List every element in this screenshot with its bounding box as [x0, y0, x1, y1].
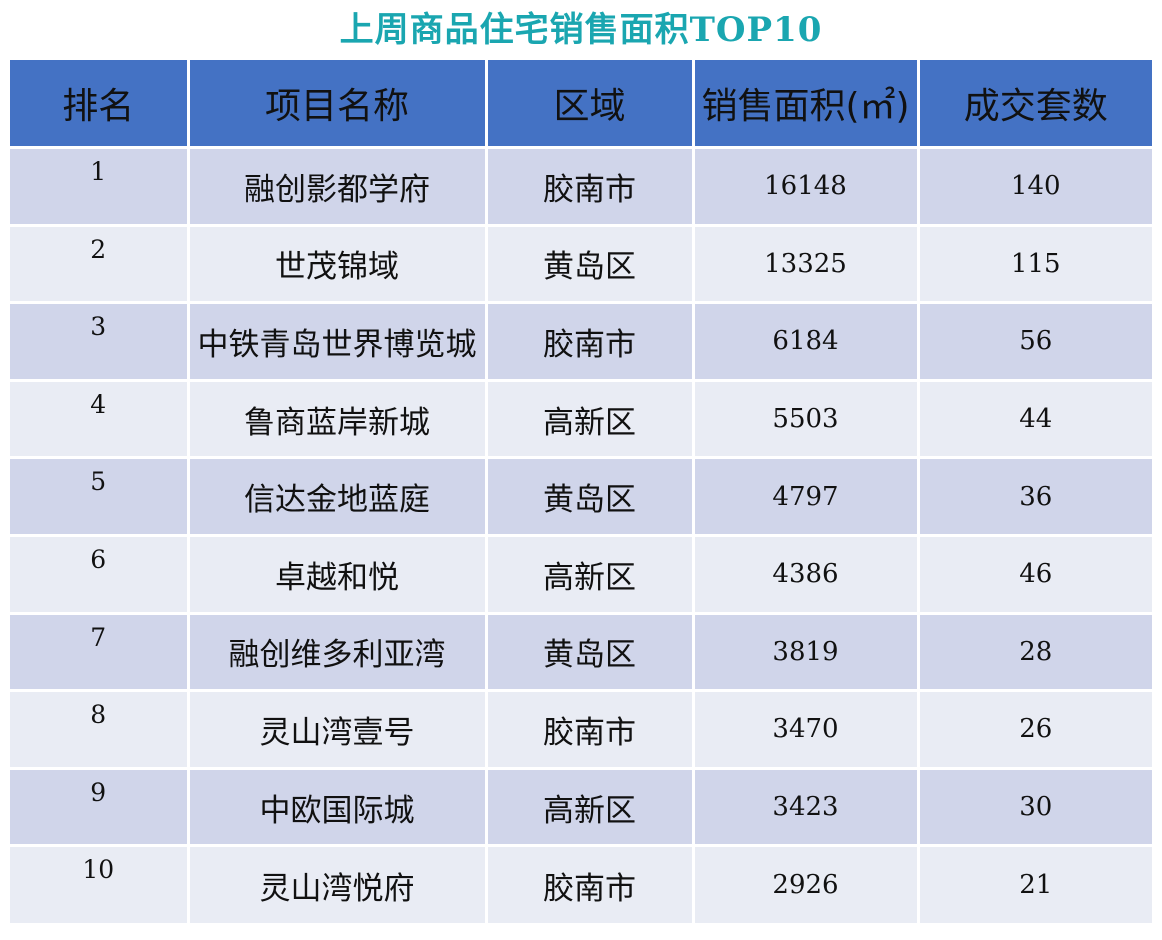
table-row: 5 信达金地蓝庭 黄岛区 4797 36: [10, 456, 1152, 536]
area-cell: 5503: [691, 378, 918, 458]
units-cell: 26: [916, 689, 1152, 769]
project-cell: 卓越和悦: [186, 533, 486, 614]
project-cell: 融创维多利亚湾: [186, 611, 486, 691]
project-cell: 鲁商蓝岸新城: [186, 378, 486, 458]
table-row: 10 灵山湾悦府 胶南市 2926 21: [10, 844, 1152, 924]
area-cell: 13325: [691, 223, 918, 303]
district-cell: 胶南市: [484, 301, 693, 381]
table-row: 3 中铁青岛世界博览城 胶南市 6184 56: [10, 301, 1152, 381]
units-cell: 56: [916, 301, 1152, 381]
area-cell: 6184: [691, 301, 918, 381]
header-row: 排名 项目名称 区域 销售面积(㎡) 成交套数: [10, 60, 1152, 148]
units-cell: 44: [916, 378, 1152, 458]
table-row: 6 卓越和悦 高新区 4386 46: [10, 533, 1152, 614]
units-cell: 21: [916, 844, 1152, 924]
units-cell: 46: [916, 533, 1152, 614]
rank-cell: 8: [10, 689, 188, 769]
table-row: 1 融创影都学府 胶南市 16148 140: [10, 146, 1152, 226]
district-cell: 胶南市: [484, 689, 693, 769]
rank-cell: 6: [10, 533, 188, 614]
rank-cell: 7: [10, 611, 188, 691]
units-cell: 36: [916, 456, 1152, 536]
district-cell: 黄岛区: [484, 223, 693, 303]
project-cell: 中欧国际城: [186, 766, 486, 846]
district-cell: 高新区: [484, 378, 693, 458]
units-cell: 140: [916, 146, 1152, 226]
district-cell: 胶南市: [484, 844, 693, 924]
area-cell: 16148: [691, 146, 918, 226]
table-row: 8 灵山湾壹号 胶南市 3470 26: [10, 689, 1152, 769]
rank-cell: 10: [10, 844, 188, 924]
district-cell: 高新区: [484, 766, 693, 846]
project-cell: 世茂锦域: [186, 223, 486, 303]
project-cell: 灵山湾悦府: [186, 844, 486, 924]
table-title: 上周商品住宅销售面积TOP10: [339, 10, 823, 50]
area-cell: 3470: [691, 689, 918, 769]
district-cell: 胶南市: [484, 146, 693, 226]
rank-cell: 1: [10, 146, 188, 226]
table-row: 2 世茂锦域 黄岛区 13325 115: [10, 223, 1152, 303]
units-cell: 30: [916, 766, 1152, 846]
area-cell: 4797: [691, 456, 918, 536]
header-rank: 排名: [10, 60, 188, 148]
area-cell: 3819: [691, 611, 918, 691]
rank-cell: 9: [10, 766, 188, 846]
area-cell: 3423: [691, 766, 918, 846]
project-cell: 灵山湾壹号: [186, 689, 486, 769]
district-cell: 黄岛区: [484, 611, 693, 691]
project-cell: 信达金地蓝庭: [186, 456, 486, 536]
header-project: 项目名称: [186, 60, 486, 148]
project-cell: 中铁青岛世界博览城: [186, 301, 486, 381]
units-cell: 28: [916, 611, 1152, 691]
table-row: 7 融创维多利亚湾 黄岛区 3819 28: [10, 611, 1152, 691]
header-district: 区域: [484, 60, 693, 148]
district-cell: 黄岛区: [484, 456, 693, 536]
table-row: 9 中欧国际城 高新区 3423 30: [10, 766, 1152, 846]
rank-cell: 2: [10, 223, 188, 303]
header-area: 销售面积(㎡): [691, 60, 918, 148]
header-units: 成交套数: [916, 60, 1152, 148]
sales-table: 排名 项目名称 区域 销售面积(㎡) 成交套数 1 融创影都学府 胶南市 161…: [10, 60, 1152, 924]
rank-cell: 4: [10, 378, 188, 458]
rank-cell: 5: [10, 456, 188, 536]
area-cell: 4386: [691, 533, 918, 614]
project-cell: 融创影都学府: [186, 146, 486, 226]
area-cell: 2926: [691, 844, 918, 924]
rank-cell: 3: [10, 301, 188, 381]
table-row: 4 鲁商蓝岸新城 高新区 5503 44: [10, 378, 1152, 458]
units-cell: 115: [916, 223, 1152, 303]
district-cell: 高新区: [484, 533, 693, 614]
